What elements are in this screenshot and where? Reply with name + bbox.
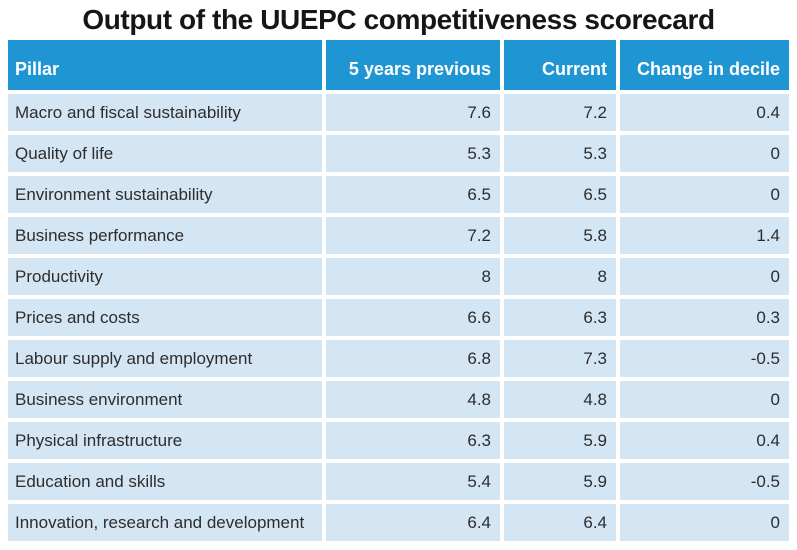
- table-body: Macro and fiscal sustainability 7.6 7.2 0.4…: [8, 94, 789, 541]
- cell-current: 6.5: [504, 176, 620, 213]
- cell-pillar: Prices and costs: [8, 299, 326, 336]
- table-row: Labour supply and employment 6.8 7.3 -0.5: [8, 340, 789, 377]
- cell-pillar: Quality of life: [8, 135, 326, 172]
- column-header-pillar: Pillar: [8, 40, 326, 90]
- cell-current: 6.4: [504, 504, 620, 541]
- cell-pillar: Business performance: [8, 217, 326, 254]
- cell-pillar: Innovation, research and development: [8, 504, 326, 541]
- table-row: Business environment 4.8 4.8 0: [8, 381, 789, 418]
- cell-current: 4.8: [504, 381, 620, 418]
- cell-pillar: Labour supply and employment: [8, 340, 326, 377]
- cell-pillar: Environment sustainability: [8, 176, 326, 213]
- cell-5-years-previous: 8: [326, 258, 504, 295]
- cell-current: 5.3: [504, 135, 620, 172]
- cell-5-years-previous: 4.8: [326, 381, 504, 418]
- table-row: Physical infrastructure 6.3 5.9 0.4: [8, 422, 789, 459]
- figure-title: Output of the UUEPC competitiveness scor…: [82, 4, 715, 35]
- column-header-change-in-decile: Change in decile: [620, 40, 789, 90]
- cell-change-in-decile: 0: [620, 381, 789, 418]
- cell-5-years-previous: 5.4: [326, 463, 504, 500]
- cell-5-years-previous: 6.8: [326, 340, 504, 377]
- cell-change-in-decile: -0.5: [620, 340, 789, 377]
- table-row: Innovation, research and development 6.4 6…: [8, 504, 789, 541]
- cell-pillar: Education and skills: [8, 463, 326, 500]
- cell-current: 7.3: [504, 340, 620, 377]
- cell-5-years-previous: 6.3: [326, 422, 504, 459]
- cell-5-years-previous: 7.2: [326, 217, 504, 254]
- cell-current: 8: [504, 258, 620, 295]
- cell-pillar: Macro and fiscal sustainability: [8, 94, 326, 131]
- cell-pillar: Physical infrastructure: [8, 422, 326, 459]
- column-header-5-years-previous: 5 years previous: [326, 40, 504, 90]
- table-row: Quality of life 5.3 5.3 0: [8, 135, 789, 172]
- cell-5-years-previous: 6.4: [326, 504, 504, 541]
- cell-change-in-decile: 1.4: [620, 217, 789, 254]
- cell-current: 6.3: [504, 299, 620, 336]
- cell-current: 5.9: [504, 422, 620, 459]
- table-row: Prices and costs 6.6 6.3 0.3: [8, 299, 789, 336]
- table-row: Macro and fiscal sustainability 7.6 7.2 0.4: [8, 94, 789, 131]
- cell-5-years-previous: 7.6: [326, 94, 504, 131]
- table-row: Environment sustainability 6.5 6.5 0: [8, 176, 789, 213]
- cell-current: 5.8: [504, 217, 620, 254]
- cell-change-in-decile: 0: [620, 135, 789, 172]
- cell-current: 5.9: [504, 463, 620, 500]
- cell-change-in-decile: 0.4: [620, 422, 789, 459]
- table-row: Business performance 7.2 5.8 1.4: [8, 217, 789, 254]
- cell-change-in-decile: 0: [620, 504, 789, 541]
- cell-change-in-decile: 0: [620, 176, 789, 213]
- table-header-row: Pillar 5 years previous Current Change i…: [8, 40, 789, 90]
- cell-pillar: Productivity: [8, 258, 326, 295]
- cell-change-in-decile: 0.4: [620, 94, 789, 131]
- cell-5-years-previous: 6.5: [326, 176, 504, 213]
- table-row: Education and skills 5.4 5.9 -0.5: [8, 463, 789, 500]
- column-header-current: Current: [504, 40, 620, 90]
- cell-change-in-decile: 0: [620, 258, 789, 295]
- cell-change-in-decile: 0.3: [620, 299, 789, 336]
- cell-change-in-decile: -0.5: [620, 463, 789, 500]
- cell-5-years-previous: 5.3: [326, 135, 504, 172]
- table-row: Productivity 8 8 0: [8, 258, 789, 295]
- cell-current: 7.2: [504, 94, 620, 131]
- scorecard-table: Pillar 5 years previous Current Change i…: [8, 36, 789, 545]
- cell-pillar: Business environment: [8, 381, 326, 418]
- cell-5-years-previous: 6.6: [326, 299, 504, 336]
